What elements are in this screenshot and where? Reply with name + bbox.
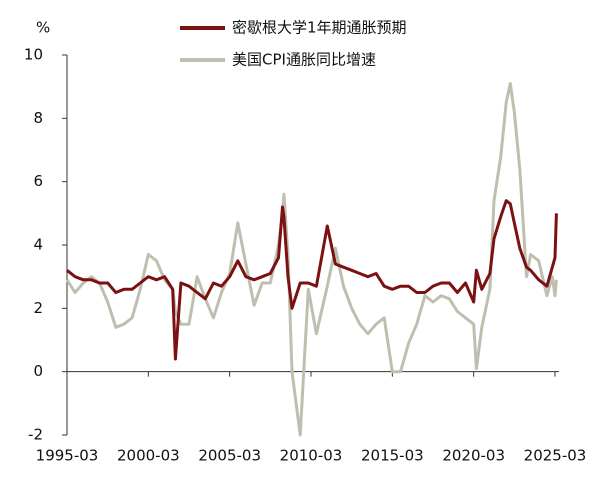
y-tick-label: 4	[33, 236, 43, 254]
y-tick-label: 2	[33, 299, 43, 317]
legend-label: 密歇根大学1年期通胀预期	[232, 19, 407, 37]
series-line	[65, 82, 558, 437]
y-tick-label: 10	[24, 46, 43, 64]
y-tick-label: 0	[33, 362, 43, 380]
y-unit: %	[36, 19, 50, 37]
legend-label: 美国CPI通胀同比增速	[232, 51, 376, 69]
x-tick-label: 2010-03	[280, 447, 343, 465]
x-tick-label: 2005-03	[198, 447, 261, 465]
x-tick-label: 2025-03	[524, 447, 587, 465]
y-tick-label: -2	[28, 426, 43, 444]
y-tick-label: 8	[33, 109, 43, 127]
x-tick-label: 2015-03	[361, 447, 424, 465]
y-tick-label: 6	[33, 172, 43, 190]
x-tick-label: 2020-03	[442, 447, 505, 465]
series-line	[66, 199, 558, 361]
x-tick-label: 2000-03	[117, 447, 180, 465]
x-tick-label: 1995-03	[36, 447, 99, 465]
